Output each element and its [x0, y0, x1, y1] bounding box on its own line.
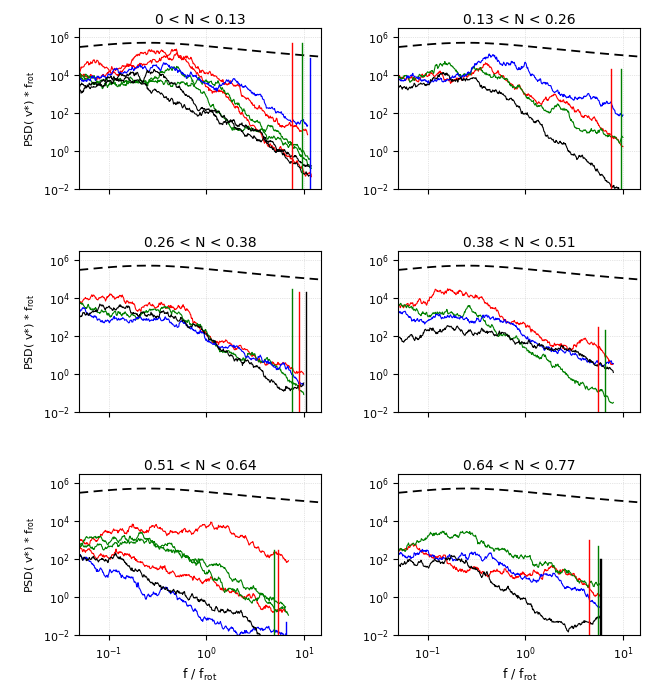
Title: 0 < N < 0.13: 0 < N < 0.13: [155, 13, 246, 27]
Title: 0.13 < N < 0.26: 0.13 < N < 0.26: [463, 13, 576, 27]
Title: 0.64 < N < 0.77: 0.64 < N < 0.77: [463, 459, 576, 473]
X-axis label: f / f$_\mathregular{rot}$: f / f$_\mathregular{rot}$: [502, 667, 537, 683]
Y-axis label: PSD( v*) * f$_\mathregular{rot}$: PSD( v*) * f$_\mathregular{rot}$: [23, 517, 37, 593]
Y-axis label: PSD( v*) * f$_\mathregular{rot}$: PSD( v*) * f$_\mathregular{rot}$: [23, 293, 37, 370]
X-axis label: f / f$_\mathregular{rot}$: f / f$_\mathregular{rot}$: [182, 667, 218, 683]
Title: 0.26 < N < 0.38: 0.26 < N < 0.38: [144, 236, 257, 250]
Title: 0.51 < N < 0.64: 0.51 < N < 0.64: [144, 459, 257, 473]
Title: 0.38 < N < 0.51: 0.38 < N < 0.51: [463, 236, 576, 250]
Y-axis label: PSD( v*) * f$_\mathregular{rot}$: PSD( v*) * f$_\mathregular{rot}$: [23, 70, 37, 147]
